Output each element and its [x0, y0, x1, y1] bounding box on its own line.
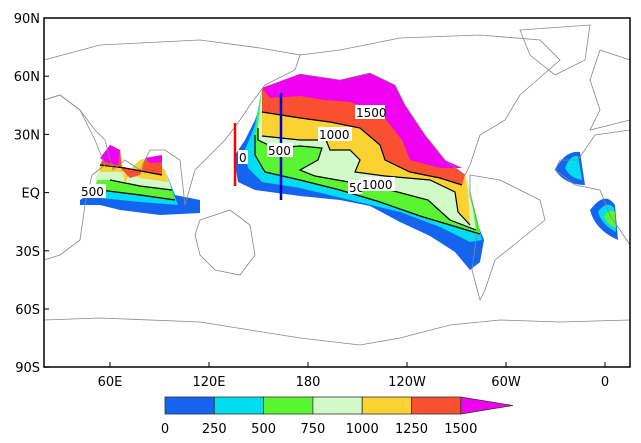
lon-tick-label: 0 — [601, 375, 609, 390]
contour-label-group: 1500 1000 500 0 50 1000 500 — [80, 105, 395, 199]
lon-tick-label: 120W — [388, 375, 426, 390]
contour-label: 50 — [349, 181, 364, 195]
colorbar: 0 250 500 750 1000 1250 1500 — [161, 396, 513, 437]
lat-tick-label: EQ — [22, 187, 40, 202]
colorbar-label: 0 — [161, 422, 169, 437]
contour-label: 500 — [268, 144, 291, 158]
colorbar-label: 1500 — [444, 422, 477, 437]
contour-label: 1000 — [362, 178, 393, 192]
lat-tick-label: 90N — [14, 12, 40, 27]
colorbar-label: 1000 — [346, 422, 379, 437]
lat-tick-label: 60N — [14, 70, 40, 85]
indian-contours — [80, 145, 200, 215]
contour-label: 500 — [81, 185, 104, 199]
colorbar-swatch — [312, 396, 363, 415]
colorbar-swatch — [361, 396, 412, 415]
colorbar-swatch — [164, 396, 215, 415]
lon-tick-label: 60E — [98, 375, 123, 390]
contour-label: 1000 — [319, 128, 350, 142]
lat-tick-label: 30S — [15, 245, 40, 260]
lon-tick-label: 180 — [296, 375, 321, 390]
colorbar-swatch — [411, 396, 462, 415]
colorbar-swatch — [213, 396, 265, 415]
lat-tick-label: 30N — [14, 128, 40, 143]
colorbar-label: 750 — [300, 422, 325, 437]
colorbar-arrow — [460, 396, 513, 415]
colorbar-label: 500 — [251, 422, 276, 437]
colorbar-label: 250 — [202, 422, 227, 437]
pacific-contours — [235, 73, 484, 270]
lon-tick-label: 60W — [491, 375, 521, 390]
lat-tick-label: 90S — [15, 361, 40, 376]
atlantic-contours — [555, 151, 618, 240]
axis-ticks: 90N 60N 30N EQ 30S 60S 90S 60E 120E 180 120W 60W 0 — [14, 12, 609, 390]
colorbar-label: 1250 — [395, 422, 428, 437]
lat-tick-label: 60S — [15, 303, 40, 318]
contour-label: 0 — [239, 151, 247, 165]
colorbar-swatch — [263, 396, 314, 415]
lon-tick-label: 120E — [192, 375, 225, 390]
contour-label: 1500 — [356, 106, 387, 120]
coastlines — [43, 24, 631, 346]
band-above-1500 — [262, 73, 462, 168]
contour-lines — [99, 111, 481, 235]
